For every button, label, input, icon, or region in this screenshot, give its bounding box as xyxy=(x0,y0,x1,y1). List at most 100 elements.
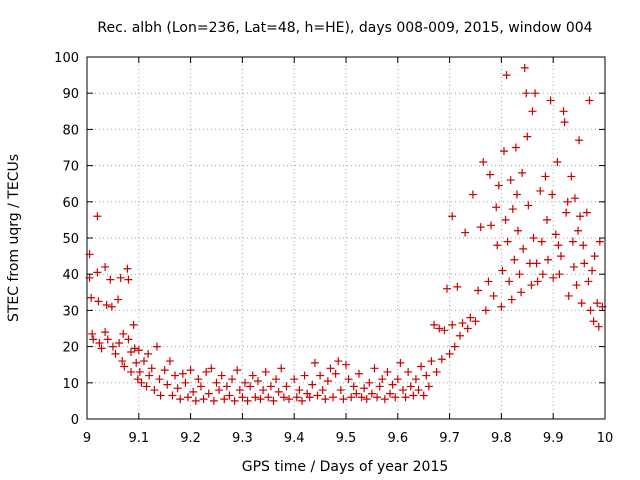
data-point xyxy=(541,172,550,181)
data-point xyxy=(529,234,538,242)
data-point xyxy=(575,136,584,145)
data-point xyxy=(326,364,335,373)
x-tick-label: 9.7 xyxy=(439,431,460,446)
data-point xyxy=(564,291,573,300)
data-point xyxy=(88,329,97,338)
data-point xyxy=(474,286,483,295)
data-point xyxy=(471,317,480,326)
data-point xyxy=(432,367,441,376)
data-point xyxy=(553,157,562,166)
data-point xyxy=(406,382,415,391)
data-point xyxy=(176,395,185,404)
data-point xyxy=(497,302,506,311)
data-point xyxy=(114,295,123,304)
y-tick-label: 60 xyxy=(62,196,79,211)
data-point xyxy=(466,313,475,322)
data-point xyxy=(501,215,510,224)
data-point xyxy=(560,118,569,127)
x-tick-label: 9.9 xyxy=(543,431,564,446)
x-tick-label: 9.3 xyxy=(232,431,253,446)
data-point xyxy=(572,281,581,290)
data-point xyxy=(152,342,161,351)
data-point xyxy=(215,386,224,395)
data-point xyxy=(484,277,493,286)
data-point xyxy=(525,259,534,268)
data-point xyxy=(354,369,363,378)
data-point xyxy=(147,364,156,373)
data-point xyxy=(111,349,120,358)
data-point xyxy=(486,170,495,179)
data-point xyxy=(556,252,565,261)
data-point xyxy=(502,71,511,80)
data-point xyxy=(531,89,540,98)
data-point xyxy=(357,393,366,402)
data-point xyxy=(282,382,291,391)
data-point xyxy=(493,241,502,250)
data-point xyxy=(189,387,198,396)
y-tick-label: 50 xyxy=(62,232,79,247)
y-tick-label: 10 xyxy=(62,377,79,392)
data-point xyxy=(134,346,143,355)
data-point xyxy=(202,367,211,376)
data-point xyxy=(274,387,283,396)
data-point xyxy=(139,357,148,366)
data-point xyxy=(590,252,599,261)
data-point xyxy=(515,270,524,279)
data-point xyxy=(595,237,604,246)
data-point xyxy=(505,277,514,286)
data-point xyxy=(409,391,418,400)
data-point xyxy=(168,391,177,400)
y-axis-title: STEC from uqrg / TECUs xyxy=(6,154,22,322)
data-point xyxy=(94,297,103,306)
x-tick-label: 9.1 xyxy=(128,431,149,446)
data-point xyxy=(209,396,218,405)
data-point xyxy=(269,396,278,405)
data-point xyxy=(582,208,591,217)
data-point xyxy=(124,335,133,344)
data-point xyxy=(450,342,459,351)
data-point xyxy=(107,302,116,311)
data-points xyxy=(85,63,607,405)
data-point xyxy=(528,107,537,116)
data-point xyxy=(398,386,407,395)
data-point xyxy=(479,157,488,166)
data-point xyxy=(290,375,299,384)
data-point xyxy=(576,212,585,221)
data-point xyxy=(129,320,138,329)
data-point xyxy=(453,282,462,291)
data-point xyxy=(329,393,338,402)
data-point xyxy=(519,244,528,253)
x-tick-label: 9.8 xyxy=(491,431,512,446)
data-point xyxy=(243,396,252,405)
data-point xyxy=(503,237,512,246)
data-point xyxy=(344,375,353,384)
data-point xyxy=(562,208,571,217)
data-point xyxy=(230,396,239,405)
data-point xyxy=(489,291,498,300)
data-point xyxy=(401,393,410,402)
data-point xyxy=(259,386,268,395)
data-point xyxy=(186,366,195,375)
x-tick-label: 9.4 xyxy=(284,431,305,446)
data-point xyxy=(144,349,153,358)
data-point xyxy=(204,389,213,398)
data-point xyxy=(593,299,602,308)
data-point xyxy=(411,375,420,384)
data-point xyxy=(266,382,275,391)
data-point xyxy=(352,389,361,398)
data-point xyxy=(349,382,358,391)
data-point xyxy=(499,147,508,156)
data-point xyxy=(487,221,496,230)
data-point xyxy=(437,355,446,364)
y-tick-label: 0 xyxy=(71,413,79,428)
data-point xyxy=(199,395,208,404)
data-point xyxy=(331,369,340,378)
data-point xyxy=(133,375,142,384)
data-point xyxy=(342,360,350,369)
data-point xyxy=(570,194,579,203)
data-point xyxy=(264,393,273,402)
data-point xyxy=(506,176,515,185)
data-point xyxy=(510,255,519,264)
data-point xyxy=(538,270,547,279)
x-tick-label: 9 xyxy=(83,431,91,446)
